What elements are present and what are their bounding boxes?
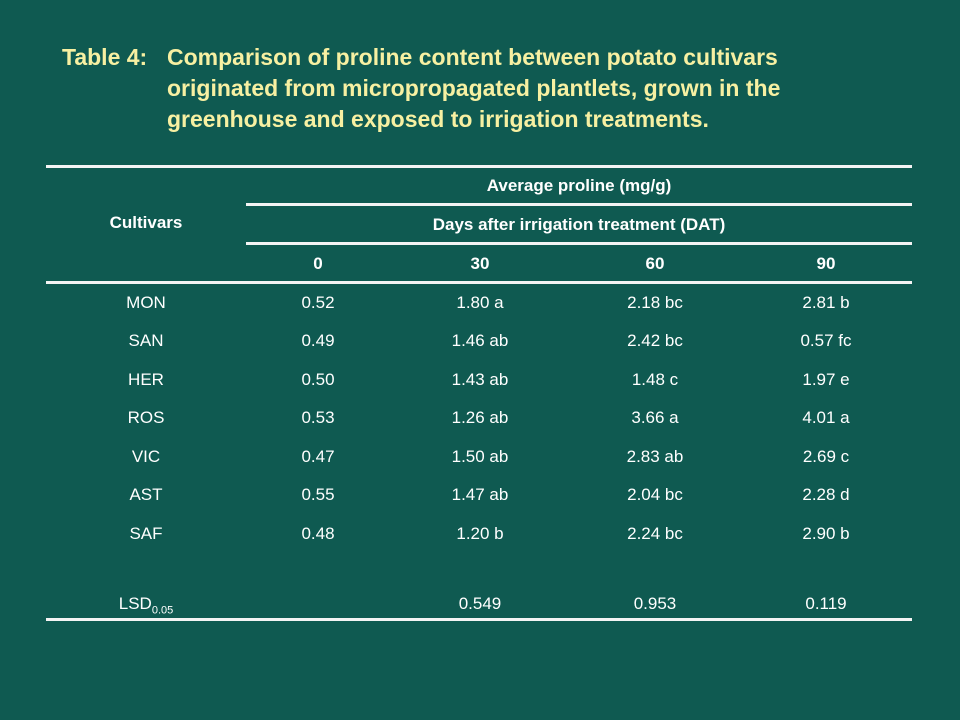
table-number-label: Table 4: <box>62 44 148 70</box>
row-vic-dat-30: 1.50 ab <box>451 447 509 466</box>
title-text-line-1: Comparison of proline content between po… <box>167 44 778 70</box>
row-ast-dat-0: 0.55 <box>301 485 335 504</box>
lsd-subscript: 0.05 <box>151 604 174 617</box>
row-ros-dat-30: 1.26 ab <box>451 408 509 427</box>
title-text-line-2: originated from micropropagated plantlet… <box>167 75 781 101</box>
row-mon-dat-60: 2.18 bc <box>627 293 683 312</box>
row-her-dat-90: 1.97 e <box>802 370 850 389</box>
row-ast-dat-90: 2.28 d <box>802 485 850 504</box>
row-vic-dat-0: 0.47 <box>301 447 335 466</box>
title-line-2: originated from micropropagated plantlet… <box>62 73 922 104</box>
row-mon-dat-0: 0.52 <box>301 293 335 312</box>
row-her-cultivar: HER <box>128 370 164 389</box>
row-her-dat-60: 1.48 c <box>631 370 679 389</box>
row-san-cultivar: SAN <box>128 331 164 350</box>
row-mon-dat-30: 1.80 a <box>456 293 504 312</box>
row-san-dat-30: 1.46 ab <box>451 331 509 350</box>
column-header-60: 60 <box>645 254 665 273</box>
title-line-1: Table 4: Comparison of proline content b… <box>62 42 922 73</box>
title-text-line-3: greenhouse and exposed to irrigation tre… <box>167 106 709 132</box>
column-header-30: 30 <box>470 254 490 273</box>
average-proline-header: Average proline (mg/g) <box>486 176 672 195</box>
row-ros-dat-0: 0.53 <box>301 408 335 427</box>
row-ros-dat-90: 4.01 a <box>802 408 850 427</box>
lsd-label: LSD0.05 <box>46 585 246 623</box>
lsd-dat-90: 0.119 <box>805 594 847 613</box>
table-bottom-rule <box>46 618 912 621</box>
title-indent <box>62 73 167 104</box>
row-her-dat-0: 0.50 <box>301 370 335 389</box>
row-vic-cultivar: VIC <box>131 447 161 466</box>
header-bottom-rule <box>46 281 912 284</box>
cultivars-header: Cultivars <box>109 213 183 232</box>
row-mon-cultivar: MON <box>126 293 166 312</box>
row-mon-dat-90: 2.81 b <box>802 293 850 312</box>
lsd-dat-0 <box>246 585 390 623</box>
row-ros-cultivar: ROS <box>127 408 165 427</box>
subheader-rule <box>246 242 912 245</box>
lsd-label-text: LSD <box>118 594 152 613</box>
row-ros-dat-60: 3.66 a <box>631 408 679 427</box>
lsd-dat-60: 0.953 <box>633 594 677 613</box>
row-ast-dat-60: 2.04 bc <box>627 485 683 504</box>
title-line-3: greenhouse and exposed to irrigation tre… <box>62 104 922 135</box>
column-header-0: 0 <box>313 254 323 273</box>
row-saf-dat-0: 0.48 <box>301 524 335 543</box>
row-san-dat-90: 0.57 fc <box>800 331 852 350</box>
lsd-dat-30: 0.549 <box>458 594 502 613</box>
row-saf-dat-60: 2.24 bc <box>627 524 683 543</box>
slide-title: Table 4: Comparison of proline content b… <box>62 42 922 135</box>
row-san-dat-0: 0.49 <box>301 331 335 350</box>
table-top-rule <box>46 165 912 168</box>
row-vic-dat-60: 2.83 ab <box>626 447 684 466</box>
row-saf-dat-30: 1.20 b <box>456 524 504 543</box>
row-ast-cultivar: AST <box>129 485 163 504</box>
title-indent <box>62 104 167 135</box>
row-vic-dat-90: 2.69 c <box>802 447 850 466</box>
row-saf-dat-90: 2.90 b <box>802 524 850 543</box>
group-header-rule <box>246 203 912 206</box>
row-saf-cultivar: SAF <box>129 524 163 543</box>
column-header-90: 90 <box>816 254 836 273</box>
row-san-dat-60: 2.42 bc <box>627 331 683 350</box>
row-ast-dat-30: 1.47 ab <box>451 485 509 504</box>
dat-header: Days after irrigation treatment (DAT) <box>432 215 726 234</box>
row-her-dat-30: 1.43 ab <box>451 370 509 389</box>
